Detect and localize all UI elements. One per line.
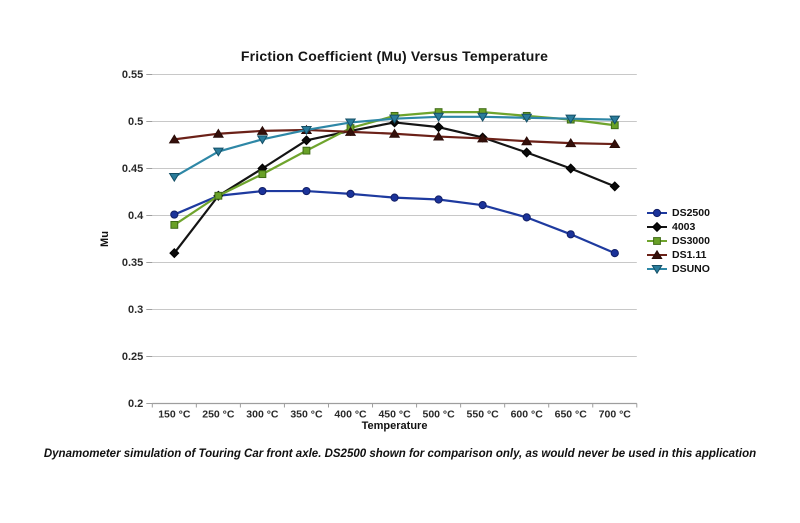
marker-triangle-up-DS1.11 xyxy=(256,125,269,135)
marker-triangle-down-DSUNO xyxy=(433,112,445,122)
legend-square-icon xyxy=(647,237,667,245)
y-tick-label: 0.5 xyxy=(128,116,143,128)
x-tick-label: 650 °C xyxy=(555,409,588,421)
marker-circle-DS2500 xyxy=(478,201,487,210)
y-tick-label: 0.35 xyxy=(122,257,143,269)
x-axis-title: Temperature xyxy=(362,420,428,432)
legend-triangle-down-icon xyxy=(647,265,667,274)
marker-circle-DS2500 xyxy=(566,230,575,239)
y-axis-title: Mu xyxy=(99,231,111,247)
marker-circle-DS2500 xyxy=(610,249,619,258)
legend-label: DSUNO xyxy=(672,263,710,275)
legend-label: DS1.11 xyxy=(672,249,707,261)
legend-diamond-icon xyxy=(647,222,667,232)
marker-triangle-down-DSUNO xyxy=(609,115,621,125)
legend-triangle-up-icon xyxy=(647,250,667,259)
marker-circle-DS2500 xyxy=(346,189,355,198)
marker-triangle-up-DS1.11 xyxy=(433,131,445,141)
x-tick-label: 150 °C xyxy=(158,409,191,421)
legend-label: DS3000 xyxy=(672,235,710,247)
legend-item-ds2500: DS2500 xyxy=(646,207,710,219)
marker-triangle-up-DS1.11 xyxy=(168,134,180,144)
marker-diamond-4003 xyxy=(301,135,312,146)
marker-circle-DS2500 xyxy=(434,195,443,204)
marker-circle-DS2500 xyxy=(170,210,179,219)
marker-triangle-up-DS1.11 xyxy=(477,133,489,143)
legend-circle-icon xyxy=(647,208,667,218)
y-tick-label: 0.55 xyxy=(122,69,143,81)
marker-triangle-up-DS1.11 xyxy=(521,136,533,146)
caption: Dynamometer simulation of Touring Car fr… xyxy=(43,448,757,460)
x-tick-label: 600 °C xyxy=(511,409,544,421)
marker-circle-DS2500 xyxy=(390,193,399,202)
chart-title: Friction Coefficient (Mu) Versus Tempera… xyxy=(240,48,549,64)
marker-square-DS3000 xyxy=(302,146,311,155)
legend: DS2500 4003 DS3000 DS1.11 DSUNO xyxy=(646,207,710,275)
x-tick-label: 250 °C xyxy=(202,409,235,421)
marker-triangle-down-DSUNO xyxy=(521,113,533,123)
legend-item-4003: 4003 xyxy=(646,221,710,233)
marker-circle-DS2500 xyxy=(522,213,531,222)
marker-diamond-4003 xyxy=(521,147,532,158)
marker-square-DS3000 xyxy=(258,170,267,179)
y-tick-label: 0.2 xyxy=(128,398,143,410)
x-tick-label: 550 °C xyxy=(467,409,500,421)
legend-item-ds3000: DS3000 xyxy=(646,235,710,247)
marker-triangle-down-DSUNO xyxy=(344,118,357,128)
legend-label: 4003 xyxy=(672,221,696,233)
marker-circle-DS2500 xyxy=(258,186,267,196)
marker-circle-DS2500 xyxy=(302,186,311,196)
marker-diamond-4003 xyxy=(609,181,620,192)
x-tick-label: 450 °C xyxy=(378,409,411,421)
marker-triangle-up-DS1.11 xyxy=(565,137,577,148)
marker-triangle-up-DS1.11 xyxy=(609,138,621,149)
marker-square-DS3000 xyxy=(170,221,179,229)
marker-triangle-down-DSUNO xyxy=(477,112,489,122)
marker-diamond-4003 xyxy=(169,247,180,259)
x-tick-label: 700 °C xyxy=(599,409,632,421)
marker-triangle-up-DS1.11 xyxy=(388,128,401,138)
x-tick-label: 500 °C xyxy=(422,409,455,421)
x-tick-label: 300 °C xyxy=(246,409,279,421)
x-tick-label: 350 °C xyxy=(290,409,323,421)
marker-triangle-down-DSUNO xyxy=(388,114,401,124)
y-tick-label: 0.45 xyxy=(122,163,143,175)
legend-item-dsuno: DSUNO xyxy=(646,263,710,275)
marker-diamond-4003 xyxy=(565,163,576,174)
marker-triangle-up-DS1.11 xyxy=(344,126,357,136)
y-tick-label: 0.3 xyxy=(128,304,143,316)
marker-diamond-4003 xyxy=(433,122,444,133)
marker-square-DS3000 xyxy=(214,191,223,200)
marker-triangle-down-DSUNO xyxy=(168,172,180,183)
marker-triangle-down-DSUNO xyxy=(300,125,313,136)
marker-triangle-up-DS1.11 xyxy=(212,128,224,138)
legend-label: DS2500 xyxy=(672,207,710,219)
x-tick-label: 400 °C xyxy=(334,409,367,421)
marker-triangle-down-DSUNO xyxy=(256,135,269,145)
marker-triangle-down-DSUNO xyxy=(565,114,577,124)
y-tick-label: 0.25 xyxy=(122,351,143,363)
legend-item-ds111: DS1.11 xyxy=(646,249,710,261)
marker-triangle-down-DSUNO xyxy=(212,147,224,157)
y-tick-label: 0.4 xyxy=(128,210,144,222)
